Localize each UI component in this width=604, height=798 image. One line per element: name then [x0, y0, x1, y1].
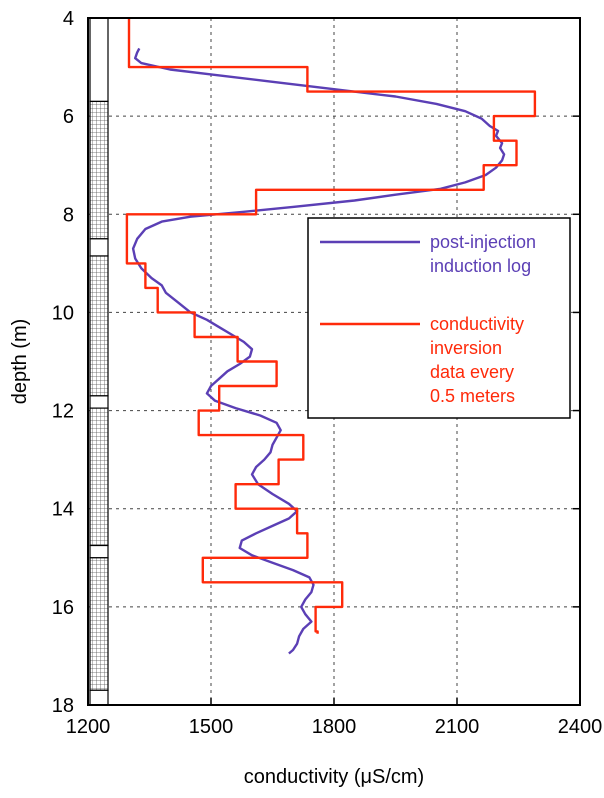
x-axis-label: conductivity (μS/cm)	[244, 766, 424, 788]
lithology-segment-grid	[89, 557, 109, 691]
x-tick-label: 1500	[189, 716, 234, 738]
series-induction-log	[131, 47, 506, 655]
tick-layer: 1200 1500 1800 2100 2400 4 6 8 10 12 14 16 18	[52, 8, 603, 738]
lithology-segment-blank	[89, 238, 109, 257]
y-tick-label: 10	[52, 302, 74, 324]
lithology-segment-blank	[89, 395, 109, 409]
legend-label: data every	[430, 362, 514, 382]
x-tick-label: 1800	[312, 716, 357, 738]
y-tick-label: 6	[63, 106, 74, 128]
lithology-segment-grid	[89, 407, 109, 547]
legend-label: post-injection	[430, 232, 536, 252]
lithology-segment-blank	[89, 689, 109, 706]
y-tick-label: 16	[52, 597, 74, 619]
legend-label: inversion	[430, 338, 502, 358]
lithology-segment-blank	[89, 17, 109, 103]
lithology-segment-blank	[89, 544, 109, 559]
legend: post-injection induction log conductivity i…	[307, 217, 571, 419]
y-tick-label: 14	[52, 499, 74, 521]
legend-label: induction log	[430, 256, 531, 276]
x-tick-label: 2100	[435, 716, 480, 738]
y-tick-label: 4	[63, 8, 74, 30]
series-conductivity-inversion	[125, 18, 537, 634]
legend-label: 0.5 meters	[430, 386, 515, 406]
y-tick-label: 8	[63, 204, 74, 226]
series-layer	[125, 18, 537, 655]
lithology-segment-grid	[89, 100, 109, 240]
y-tick-label: 18	[52, 695, 74, 717]
y-axis-label: depth (m)	[9, 319, 31, 405]
lithology-column	[89, 17, 109, 706]
legend-label: conductivity	[430, 314, 524, 334]
legend-box	[307, 217, 571, 419]
lithology-segment-grid	[89, 255, 109, 397]
y-tick-label: 12	[52, 401, 74, 423]
x-tick-label: 2400	[558, 716, 603, 738]
x-tick-label: 1200	[66, 716, 111, 738]
